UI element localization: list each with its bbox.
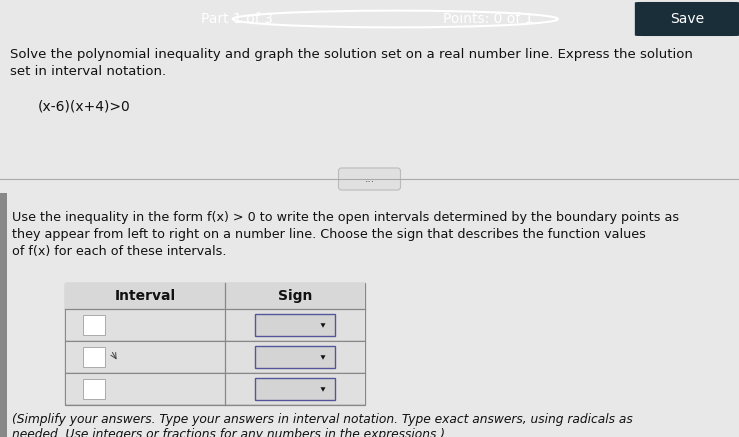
Text: (x-6)(x+4)>0: (x-6)(x+4)>0 — [38, 100, 131, 114]
Bar — [255, 314, 335, 336]
Bar — [255, 346, 335, 368]
FancyBboxPatch shape — [636, 3, 739, 35]
Text: (Simplify your answers. Type your answers in interval notation. Type exact answe: (Simplify your answers. Type your answer… — [12, 413, 633, 426]
Bar — [65, 283, 365, 405]
Bar — [66, 309, 225, 340]
Bar — [66, 373, 225, 404]
Text: Sign: Sign — [278, 289, 312, 303]
Text: Use the inequality in the form f(x) > 0 to write the open intervals determined b: Use the inequality in the form f(x) > 0 … — [12, 211, 679, 224]
Polygon shape — [321, 387, 325, 392]
Bar — [226, 309, 365, 340]
Text: they appear from left to right on a number line. Choose the sign that describes : they appear from left to right on a numb… — [12, 228, 646, 241]
Polygon shape — [321, 355, 325, 360]
Bar — [0, 193, 7, 437]
Text: needed. Use integers or fractions for any numbers in the expressions.): needed. Use integers or fractions for an… — [12, 428, 445, 437]
Text: Points: 0 of 1: Points: 0 of 1 — [443, 12, 534, 26]
Polygon shape — [321, 323, 325, 328]
Bar — [226, 341, 365, 372]
Bar — [65, 283, 365, 309]
Bar — [255, 378, 335, 400]
Text: set in interval notation.: set in interval notation. — [10, 65, 166, 78]
Text: Interval: Interval — [115, 289, 176, 303]
Text: of f(x) for each of these intervals.: of f(x) for each of these intervals. — [12, 245, 226, 258]
Text: ...: ... — [364, 174, 375, 184]
Bar — [66, 341, 225, 372]
Text: Save: Save — [670, 12, 704, 26]
Text: Solve the polynomial inequality and graph the solution set on a real number line: Solve the polynomial inequality and grap… — [10, 48, 693, 61]
Bar — [83, 379, 105, 399]
FancyBboxPatch shape — [338, 168, 401, 190]
Bar — [83, 347, 105, 367]
Text: Part 1 of 3: Part 1 of 3 — [200, 12, 273, 26]
Bar — [83, 315, 105, 335]
Bar — [226, 373, 365, 404]
